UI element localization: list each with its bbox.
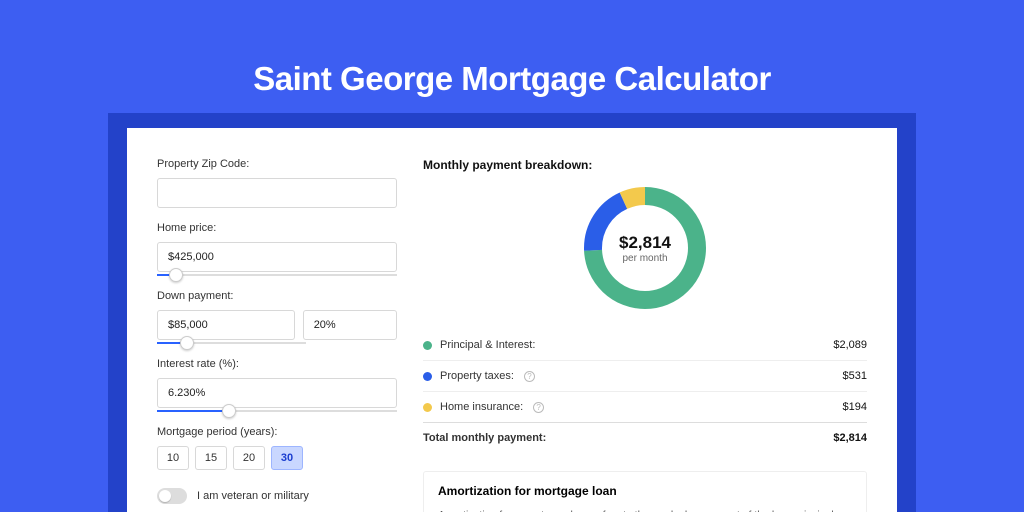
period-field: Mortgage period (years): 10152030: [157, 426, 397, 470]
interest-rate-field: Interest rate (%):: [157, 358, 397, 412]
legend-row-property_taxes: Property taxes:? $531: [423, 360, 867, 391]
period-option-10[interactable]: 10: [157, 446, 189, 470]
legend: Principal & Interest: $2,089 Property taxe…: [423, 330, 867, 453]
interest-rate-slider-fill: [157, 410, 229, 412]
interest-rate-label: Interest rate (%):: [157, 358, 397, 370]
period-label: Mortgage period (years):: [157, 426, 397, 438]
legend-label: Home insurance:: [440, 401, 523, 413]
interest-rate-input[interactable]: [157, 378, 397, 408]
veteran-toggle[interactable]: [157, 488, 187, 504]
legend-total-value: $2,814: [833, 432, 867, 444]
calculator-card: Property Zip Code: Home price: Down paym…: [127, 128, 897, 512]
period-option-20[interactable]: 20: [233, 446, 265, 470]
donut-amount: $2,814: [619, 233, 671, 253]
period-option-15[interactable]: 15: [195, 446, 227, 470]
interest-rate-slider-thumb[interactable]: [222, 404, 236, 418]
home-price-input[interactable]: [157, 242, 397, 272]
stage: Saint George Mortgage Calculator Propert…: [0, 0, 1024, 512]
veteran-row: I am veteran or military: [157, 488, 397, 504]
legend-dot-icon: [423, 403, 432, 412]
home-price-slider-thumb[interactable]: [169, 268, 183, 282]
home-price-label: Home price:: [157, 222, 397, 234]
home-price-field: Home price:: [157, 222, 397, 276]
legend-value: $531: [843, 370, 867, 382]
down-payment-slider[interactable]: [157, 342, 306, 344]
down-payment-label: Down payment:: [157, 290, 397, 302]
veteran-toggle-knob: [159, 490, 171, 502]
legend-left: Home insurance:?: [423, 401, 544, 413]
legend-row-total: Total monthly payment: $2,814: [423, 422, 867, 453]
legend-row-home_insurance: Home insurance:? $194: [423, 391, 867, 422]
legend-left: Principal & Interest:: [423, 339, 535, 351]
zip-input[interactable]: [157, 178, 397, 208]
breakdown-column: Monthly payment breakdown: $2,814 per mo…: [423, 158, 867, 512]
legend-dot-icon: [423, 372, 432, 381]
down-payment-field: Down payment:: [157, 290, 397, 344]
veteran-label: I am veteran or military: [197, 490, 309, 502]
info-icon[interactable]: ?: [533, 402, 544, 413]
donut-wrap: $2,814 per month: [423, 184, 867, 312]
inner-band-left: [108, 113, 127, 512]
legend-value: $2,089: [833, 339, 867, 351]
down-payment-slider-thumb[interactable]: [180, 336, 194, 350]
legend-value: $194: [843, 401, 867, 413]
home-price-slider[interactable]: [157, 274, 397, 276]
legend-label: Property taxes:: [440, 370, 514, 382]
inner-band-right: [897, 113, 916, 512]
zip-field: Property Zip Code:: [157, 158, 397, 208]
donut-sub: per month: [622, 253, 667, 264]
breakdown-title: Monthly payment breakdown:: [423, 158, 867, 172]
page-title: Saint George Mortgage Calculator: [253, 60, 771, 98]
legend-label: Principal & Interest:: [440, 339, 535, 351]
legend-dot-icon: [423, 341, 432, 350]
period-option-30[interactable]: 30: [271, 446, 303, 470]
amortization-text: Amortization for a mortgage loan refers …: [438, 508, 852, 512]
legend-row-principal_interest: Principal & Interest: $2,089: [423, 330, 867, 360]
amortization-title: Amortization for mortgage loan: [438, 484, 852, 498]
interest-rate-slider[interactable]: [157, 410, 397, 412]
donut-chart: $2,814 per month: [581, 184, 709, 312]
form-column: Property Zip Code: Home price: Down paym…: [157, 158, 397, 512]
zip-label: Property Zip Code:: [157, 158, 397, 170]
down-payment-percent-input[interactable]: [303, 310, 397, 340]
legend-left: Property taxes:?: [423, 370, 535, 382]
donut-center: $2,814 per month: [581, 184, 709, 312]
down-payment-amount-input[interactable]: [157, 310, 295, 340]
period-options: 10152030: [157, 446, 397, 470]
info-icon[interactable]: ?: [524, 371, 535, 382]
amortization-section: Amortization for mortgage loan Amortizat…: [423, 471, 867, 512]
legend-total-label: Total monthly payment:: [423, 432, 546, 444]
